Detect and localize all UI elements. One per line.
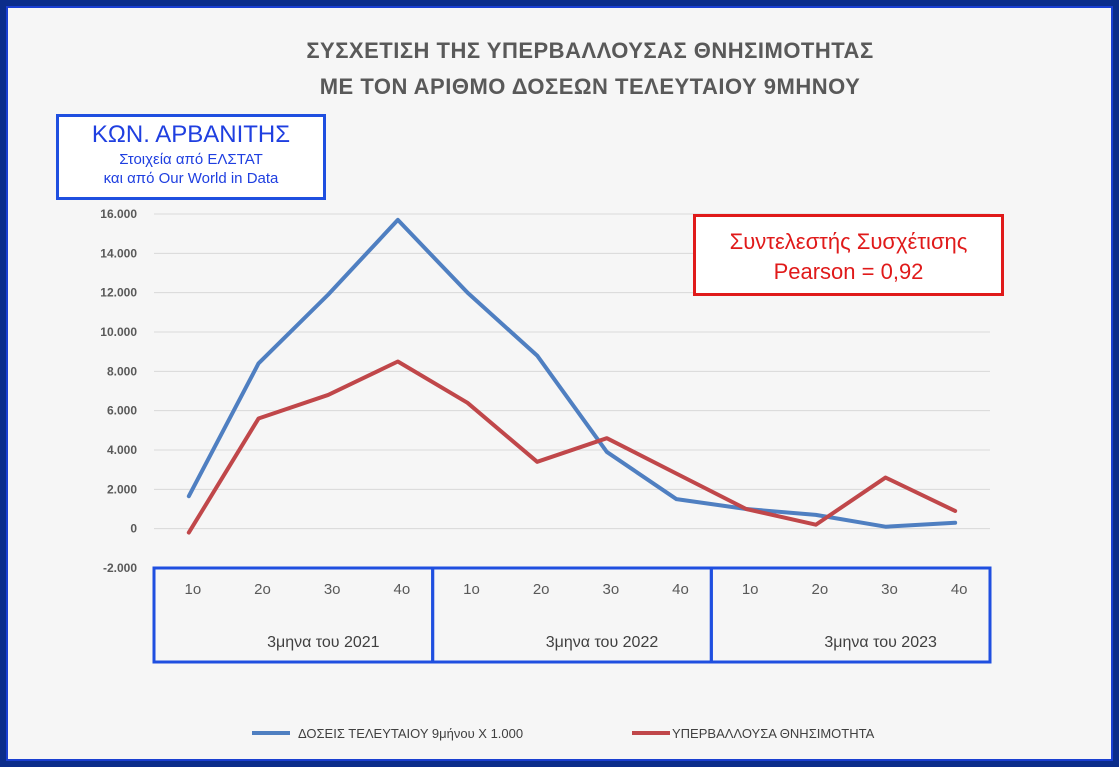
series-line-2 (186, 359, 958, 535)
x-tick-label: 1ο (463, 581, 480, 598)
x-tick-label: 3ο (602, 581, 619, 598)
category-group-label: 3μηνα του 2022 (546, 634, 659, 651)
y-tick-label: 8.000 (107, 364, 137, 378)
x-tick-label: 3ο (324, 581, 341, 598)
chart-title-line-2: ΜΕ ΤΟΝ ΑΡΙΘΜΟ ΔΟΣΕΩΝ ΤΕΛΕΥΤΑΙΟΥ 9ΜΗΝΟΥ (319, 74, 861, 99)
x-tick-label: 4ο (672, 581, 689, 598)
x-tick-label: 4ο (393, 581, 410, 598)
chart-title-line-1: ΣΥΣΧΕΤΙΣΗ ΤΗΣ ΥΠΕΡΒΑΛΛΟΥΣΑΣ ΘΝΗΣΙΜΟΤΗΤΑΣ (306, 38, 874, 63)
legend-label: ΥΠΕΡΒΑΛΛΟΥΣΑ ΘΝΗΣΙΜΟΤΗΤΑ (672, 726, 875, 741)
y-tick-label: 14.000 (100, 246, 137, 260)
category-group-label: 3μηνα του 2021 (267, 634, 380, 651)
category-group-box (709, 566, 992, 664)
x-tick-label: 2ο (811, 581, 828, 598)
y-tick-label: 0 (130, 522, 137, 536)
y-tick-label: 16.000 (100, 207, 137, 221)
y-tick-label: 2.000 (107, 482, 137, 496)
y-tick-label: 4.000 (107, 443, 137, 457)
y-tick-label: 10.000 (100, 325, 137, 339)
x-tick-label: 4ο (951, 581, 968, 598)
pearson-box: Συντελεστής Συσχέτισης Pearson = 0,92 (693, 214, 1004, 296)
author-box: ΚΩΝ. ΑΡΒΑΝΙΤΗΣ Στοιχεία από ΕΛΣΤΑΤ και α… (56, 114, 326, 200)
author-name: ΚΩΝ. ΑΡΒΑΝΙΤΗΣ (91, 121, 291, 148)
y-tick-label: 6.000 (107, 404, 137, 418)
x-tick-label: 1ο (742, 581, 759, 598)
y-tick-label: -2.000 (103, 561, 137, 575)
pearson-value: Pearson = 0,92 (773, 259, 924, 284)
category-group-label: 3μηνα του 2023 (824, 634, 937, 651)
x-tick-label: 2ο (254, 581, 271, 598)
legend-label: ΔΟΣΕΙΣ ΤΕΛΕΥΤΑΙΟΥ 9μήνου Χ 1.000 (298, 726, 523, 741)
author-source-1: Στοιχεία από ΕΛΣΤΑΤ (119, 151, 263, 168)
x-tick-label: 3ο (881, 581, 898, 598)
author-source-2: και από Our World in Data (103, 170, 279, 187)
x-tick-label: 2ο (533, 581, 550, 598)
pearson-label: Συντελεστής Συσχέτισης (729, 229, 968, 254)
x-tick-label: 1ο (184, 581, 201, 598)
y-tick-label: 12.000 (100, 286, 137, 300)
